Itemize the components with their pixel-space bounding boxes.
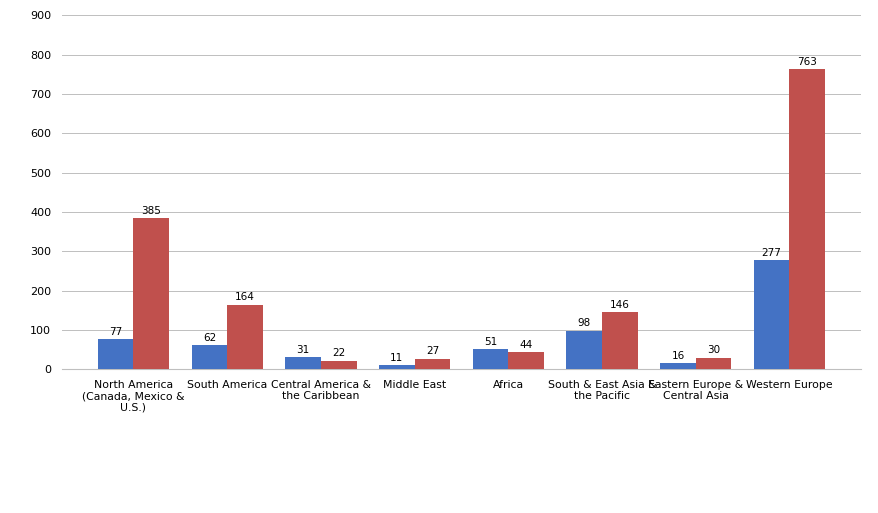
Legend: Appointments by ICSID, Appointments by the Parties (or Party-appointed Arbitrato: Appointments by ICSID, Appointments by t… [196, 509, 726, 513]
Bar [285, 357, 320, 369]
Bar [753, 261, 788, 369]
Text: 44: 44 [519, 340, 532, 350]
Bar [227, 305, 263, 369]
Text: 11: 11 [390, 352, 403, 363]
Text: 62: 62 [203, 332, 216, 343]
Bar [659, 363, 695, 369]
Bar [414, 359, 450, 369]
Text: 763: 763 [796, 57, 817, 67]
Text: 146: 146 [609, 300, 629, 309]
Bar [191, 345, 227, 369]
Bar [788, 69, 824, 369]
Bar [565, 331, 601, 369]
Text: 77: 77 [109, 327, 122, 337]
Text: 31: 31 [296, 345, 309, 355]
Text: 385: 385 [141, 206, 161, 215]
Text: 164: 164 [234, 292, 255, 303]
Bar [472, 349, 507, 369]
Text: 277: 277 [761, 248, 781, 258]
Text: 30: 30 [706, 345, 719, 355]
Text: 27: 27 [425, 346, 438, 357]
Text: 22: 22 [332, 348, 345, 359]
Text: 98: 98 [577, 319, 590, 328]
Bar [133, 218, 169, 369]
Bar [378, 365, 414, 369]
Bar [507, 352, 543, 369]
Bar [601, 312, 637, 369]
Text: 16: 16 [671, 351, 684, 361]
Bar [97, 339, 133, 369]
Text: 51: 51 [484, 337, 497, 347]
Bar [320, 361, 356, 369]
Bar [695, 358, 730, 369]
